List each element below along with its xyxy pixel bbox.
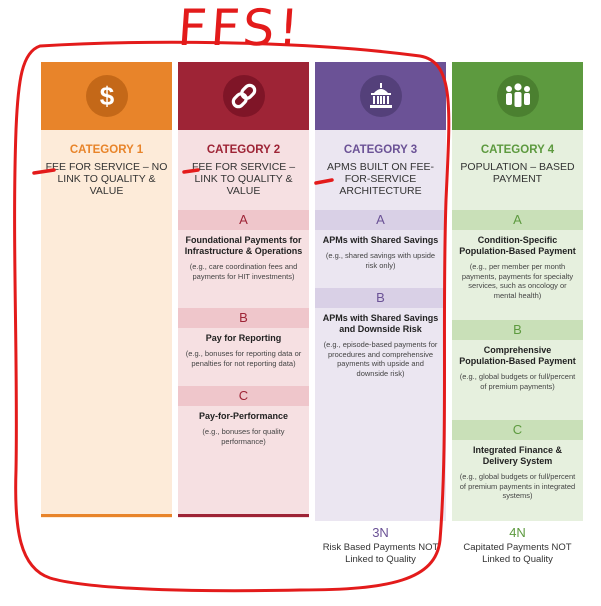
subcategory-2b: B Pay for Reporting (e.g., bonuses for r… [178, 308, 309, 368]
subcategory-2a: A Foundational Payments for Infrastructu… [178, 210, 309, 281]
subcategory-desc: (e.g., bonuses for quality performance) [202, 427, 285, 446]
government-building-icon [359, 75, 402, 117]
category-3-footer: 3N Risk Based Payments NOT Linked to Qua… [315, 521, 446, 567]
subcategory-desc: (e.g., per member per month payments, pa… [461, 262, 574, 300]
category-label: CATEGORY 4 [480, 144, 555, 156]
footer-code: 4N [509, 525, 526, 540]
subcategory-desc: (e.g., global budgets or full/percent of… [459, 472, 576, 500]
category-title: FEE FOR SERVICE – LINK TO QUALITY & VALU… [191, 161, 296, 197]
footer-code: 3N [372, 525, 389, 540]
category-2-column: CATEGORY 2 FEE FOR SERVICE – LINK TO QUA… [178, 62, 309, 518]
category-1-column: $ CATEGORY 1 FEE FOR SERVICE – NO LINK T… [41, 62, 172, 518]
subcategory-letter: A [452, 210, 583, 230]
subcategory-title: Foundational Payments for Infrastructure… [184, 235, 303, 256]
category-2-header [178, 62, 309, 130]
subcategory-4c: C Integrated Finance & Delivery System (… [452, 420, 583, 501]
subcategory-title: Condition-Specific Population-Based Paym… [459, 235, 576, 256]
subcategory-title: APMs with Shared Savings [322, 235, 439, 245]
category-3-header [315, 62, 446, 130]
subcategory-title: Integrated Finance & Delivery System [472, 445, 562, 466]
annotation-ffs-text: FFS! [175, 0, 305, 57]
subcategory-desc: (e.g., episode-based payments for proced… [323, 340, 438, 378]
subcategory-title: Comprehensive Population-Based Payment [459, 345, 576, 366]
subcategory-desc: (e.g., care coordination fees and paymen… [189, 262, 298, 281]
column-bottom-bar [41, 514, 172, 517]
subcategory-title: Pay for Reporting [205, 333, 282, 343]
subcategory-letter: B [315, 288, 446, 308]
subcategory-4a: A Condition-Specific Population-Based Pa… [452, 210, 583, 300]
category-4-footer: 4N Capitated Payments NOT Linked to Qual… [452, 521, 583, 567]
category-title: POPULATION – BASED PAYMENT [460, 161, 575, 185]
subcategory-letter: C [178, 386, 309, 406]
category-4-body: CATEGORY 4 POPULATION – BASED PAYMENT A … [452, 130, 583, 567]
subcategory-desc: (e.g., global budgets or full/percent of… [459, 372, 576, 391]
column-bottom-bar [178, 514, 309, 517]
subcategory-4b: B Comprehensive Population-Based Payment… [452, 320, 583, 391]
category-label: CATEGORY 2 [206, 144, 281, 156]
subcategory-title: Pay-for-Performance [198, 411, 289, 421]
subcategory-letter: A [315, 210, 446, 230]
category-title: FEE FOR SERVICE – NO LINK TO QUALITY & V… [45, 161, 168, 197]
subcategory-letter: B [178, 308, 309, 328]
subcategory-letter: B [452, 320, 583, 340]
subcategory-3a: A APMs with Shared Savings (e.g., shared… [315, 210, 446, 270]
category-2-body: CATEGORY 2 FEE FOR SERVICE – LINK TO QUA… [178, 130, 309, 518]
category-1-body: CATEGORY 1 FEE FOR SERVICE – NO LINK TO … [41, 130, 172, 518]
footer-text: Capitated Payments NOT Linked to Quality [463, 542, 572, 565]
category-3-body: CATEGORY 3 APMS BUILT ON FEE-FOR-SERVICE… [315, 130, 446, 567]
category-label: CATEGORY 1 [69, 144, 144, 156]
category-label: CATEGORY 3 [343, 144, 418, 156]
footer-text: Risk Based Payments NOT Linked to Qualit… [322, 542, 439, 565]
subcategory-desc: (e.g., bonuses for reporting data or pen… [185, 349, 302, 368]
subcategory-desc: (e.g., shared savings with upside risk o… [325, 251, 436, 270]
chain-link-icon [222, 75, 265, 117]
subcategory-letter: C [452, 420, 583, 440]
category-4-header [452, 62, 583, 130]
subcategory-title: APMs with Shared Savings and Downside Ri… [322, 313, 439, 334]
subcategory-letter: A [178, 210, 309, 230]
dollar-icon: $ [85, 75, 128, 117]
category-4-column: CATEGORY 4 POPULATION – BASED PAYMENT A … [452, 62, 583, 567]
subcategory-2c: C Pay-for-Performance (e.g., bonuses for… [178, 386, 309, 446]
category-1-header: $ [41, 62, 172, 130]
category-title: APMS BUILT ON FEE-FOR-SERVICE ARCHITECTU… [327, 161, 434, 197]
subcategory-3b: B APMs with Shared Savings and Downside … [315, 288, 446, 378]
category-3-column: CATEGORY 3 APMS BUILT ON FEE-FOR-SERVICE… [315, 62, 446, 567]
svg-text:$: $ [99, 81, 114, 111]
people-group-icon [496, 75, 539, 117]
